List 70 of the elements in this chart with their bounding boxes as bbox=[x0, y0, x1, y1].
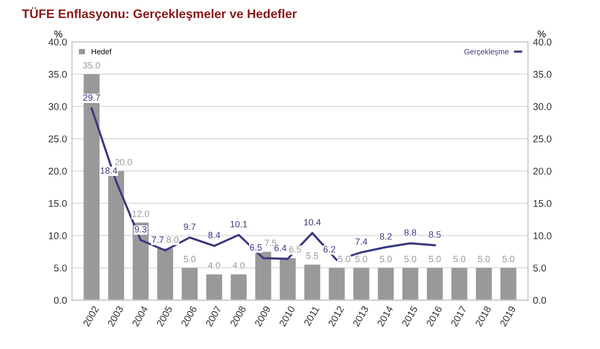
bar bbox=[328, 268, 345, 300]
data-label: 6.4 bbox=[274, 244, 286, 252]
y-tick-label: 0.0 bbox=[54, 296, 67, 304]
y-tick-label: 20.0 bbox=[48, 168, 67, 175]
data-label: 18.4 bbox=[100, 167, 118, 174]
data-label: 5.0 bbox=[184, 256, 196, 262]
bar bbox=[84, 74, 100, 300]
data-label: 8.5 bbox=[428, 231, 441, 238]
y2-tick-label: 0.0 bbox=[533, 296, 546, 304]
data-label: 5.0 bbox=[380, 256, 392, 262]
data-label: 5.0 bbox=[453, 256, 466, 262]
y2-tick-label: 25.0 bbox=[533, 135, 552, 142]
bar bbox=[255, 252, 272, 300]
data-label: 5.5 bbox=[306, 252, 318, 259]
y2-tick-label: 20.0 bbox=[533, 168, 552, 175]
bar bbox=[476, 268, 492, 300]
data-label: 9.7 bbox=[184, 224, 196, 230]
data-label: 8.8 bbox=[404, 229, 416, 236]
bar bbox=[280, 258, 296, 300]
y-tick-label: 35.0 bbox=[48, 70, 67, 78]
y2-tick-label: 30.0 bbox=[533, 103, 552, 110]
bar bbox=[182, 268, 198, 300]
y2-tick-label: 10.0 bbox=[534, 232, 552, 240]
y2-tick-label: 5.0 bbox=[533, 264, 546, 272]
data-label: 5.0 bbox=[478, 256, 490, 262]
bar bbox=[206, 274, 222, 300]
y2-axis-title: % bbox=[538, 30, 546, 38]
data-label: 5.0 bbox=[355, 256, 368, 262]
y-tick-label: 10.0 bbox=[48, 232, 67, 240]
data-label: 10.1 bbox=[230, 220, 248, 228]
bar bbox=[304, 264, 320, 300]
data-label: 6.5 bbox=[289, 246, 301, 253]
data-label: 7.7 bbox=[152, 236, 164, 243]
data-label: 5.0 bbox=[428, 256, 441, 262]
data-label: 5.0 bbox=[338, 256, 350, 262]
data-label: 6.5 bbox=[250, 244, 262, 251]
bar bbox=[402, 268, 418, 300]
data-label: 8.0 bbox=[166, 236, 178, 243]
bar bbox=[157, 248, 174, 300]
y-tick-label: 25.0 bbox=[48, 135, 67, 142]
data-label: 5.0 bbox=[404, 256, 416, 262]
data-label: 8.4 bbox=[208, 232, 220, 238]
y2-tick-label: 15.0 bbox=[534, 200, 552, 207]
bar bbox=[426, 268, 443, 300]
data-label: 4.0 bbox=[208, 262, 220, 269]
data-label: 8.2 bbox=[380, 233, 392, 240]
data-label: 20.0 bbox=[115, 158, 132, 166]
bar bbox=[132, 222, 149, 300]
data-label: 35.0 bbox=[83, 62, 100, 69]
y-axis-title: % bbox=[54, 30, 62, 38]
data-label: 4.0 bbox=[232, 262, 245, 269]
bar bbox=[230, 274, 247, 300]
data-label: 9.3 bbox=[134, 226, 147, 232]
data-label: 29.7 bbox=[83, 94, 100, 101]
data-label: 12.0 bbox=[132, 210, 150, 218]
data-label: 6.2 bbox=[324, 246, 336, 253]
y-tick-label: 40.0 bbox=[48, 38, 67, 46]
data-label: 10.4 bbox=[304, 219, 321, 226]
y2-tick-label: 35.0 bbox=[533, 70, 552, 78]
y-tick-label: 5.0 bbox=[54, 264, 67, 272]
bar bbox=[378, 268, 394, 300]
y2-tick-label: 40.0 bbox=[533, 38, 552, 46]
bar bbox=[500, 268, 516, 300]
y-tick-label: 30.0 bbox=[48, 103, 67, 110]
data-label: 5.0 bbox=[502, 256, 514, 262]
chart-title: TÜFE Enflasyonu: Gerçekleşmeler ve Hedefler bbox=[22, 7, 297, 21]
bar bbox=[451, 268, 468, 300]
y-tick-label: 15.0 bbox=[48, 200, 67, 207]
data-label: 7.4 bbox=[355, 238, 368, 245]
bar bbox=[353, 268, 370, 300]
